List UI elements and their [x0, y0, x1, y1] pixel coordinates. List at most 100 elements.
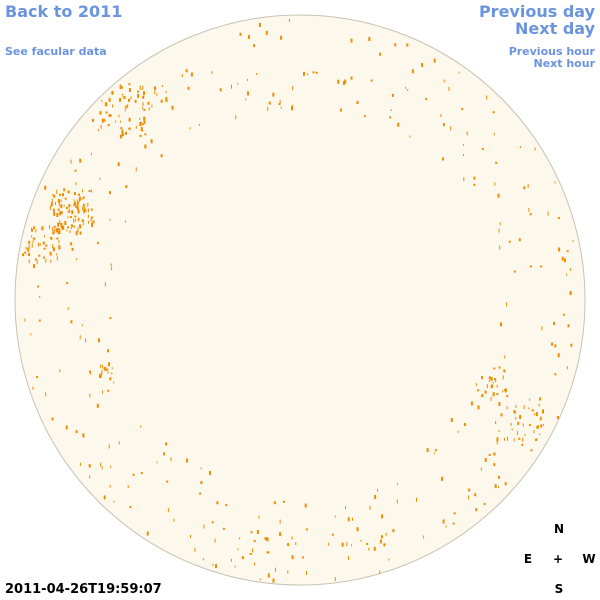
facula [77, 228, 79, 232]
facula [492, 381, 494, 384]
facula [397, 122, 400, 127]
facula [494, 484, 497, 489]
facula [107, 124, 110, 126]
next-hour-link[interactable]: Next hour [533, 57, 596, 70]
facula [111, 367, 113, 370]
facula [53, 229, 55, 234]
facula [52, 231, 55, 235]
facula [521, 443, 524, 446]
facula [498, 430, 500, 432]
facula [566, 250, 569, 253]
facula [346, 542, 348, 547]
facula [110, 465, 112, 468]
facula [139, 117, 141, 120]
facula [42, 241, 45, 245]
facula [69, 230, 71, 233]
facula [499, 245, 501, 250]
facula [144, 133, 147, 136]
facula [28, 252, 30, 256]
facula [305, 528, 308, 531]
facula [109, 114, 112, 117]
facula [388, 558, 390, 561]
facula [295, 542, 297, 546]
facula [151, 104, 153, 108]
next-day-link[interactable]: Next day [515, 19, 595, 38]
facula [350, 76, 353, 80]
facula [504, 388, 507, 393]
facula [171, 105, 174, 110]
facula [237, 548, 239, 551]
facula [109, 484, 111, 488]
facula [57, 228, 60, 230]
facula [63, 188, 66, 192]
facula [279, 99, 281, 104]
facula [538, 403, 540, 407]
facula [100, 111, 102, 116]
facula [518, 238, 521, 242]
facula [350, 38, 353, 43]
facula [267, 106, 269, 111]
facula [85, 209, 87, 212]
facula [114, 120, 116, 123]
facula [56, 213, 59, 217]
facula [539, 397, 542, 401]
facula [82, 203, 85, 207]
facula [245, 98, 247, 101]
facula [53, 211, 56, 216]
compass-center[interactable]: + [552, 552, 564, 566]
facula [59, 220, 61, 225]
facular-link[interactable]: See facular data [5, 45, 107, 58]
facula [366, 543, 369, 545]
facula [539, 433, 541, 436]
facula [65, 425, 68, 430]
facula [81, 189, 83, 193]
facula [59, 211, 62, 216]
facula [92, 118, 94, 122]
facula [377, 488, 379, 492]
back-link[interactable]: Back to 2011 [5, 2, 123, 21]
facula [463, 153, 464, 156]
facula [51, 198, 53, 203]
facula [52, 244, 54, 249]
facula [518, 437, 521, 440]
facula [348, 556, 349, 561]
facula [279, 519, 281, 524]
facula [528, 207, 530, 212]
facula [411, 69, 414, 74]
facula [504, 355, 506, 359]
facula [87, 208, 89, 213]
facula [474, 493, 477, 497]
facula [96, 403, 99, 408]
facula [506, 395, 509, 398]
facula [556, 416, 559, 419]
facula [282, 500, 285, 503]
facula [551, 342, 553, 346]
facula [109, 317, 112, 320]
facula [461, 108, 464, 111]
facula [118, 114, 120, 118]
facula [492, 392, 495, 397]
facula [529, 398, 531, 401]
facula [36, 376, 39, 379]
facula [433, 58, 436, 63]
facula [118, 441, 120, 445]
facula [76, 205, 79, 210]
facula [166, 480, 169, 483]
facula [470, 401, 473, 406]
facula [73, 199, 75, 202]
compass-east: E [523, 552, 533, 566]
facula [71, 210, 74, 215]
facula [396, 499, 398, 504]
facula [515, 416, 517, 420]
previous-day-link[interactable]: Previous day [478, 2, 595, 21]
facula [109, 191, 111, 195]
facula [273, 501, 276, 505]
facula [356, 527, 359, 532]
facula [343, 81, 345, 85]
previous-hour-link[interactable]: Previous hour [508, 45, 595, 58]
facula [123, 96, 126, 100]
facula [500, 322, 502, 327]
facula [88, 370, 91, 373]
facula [280, 35, 283, 40]
